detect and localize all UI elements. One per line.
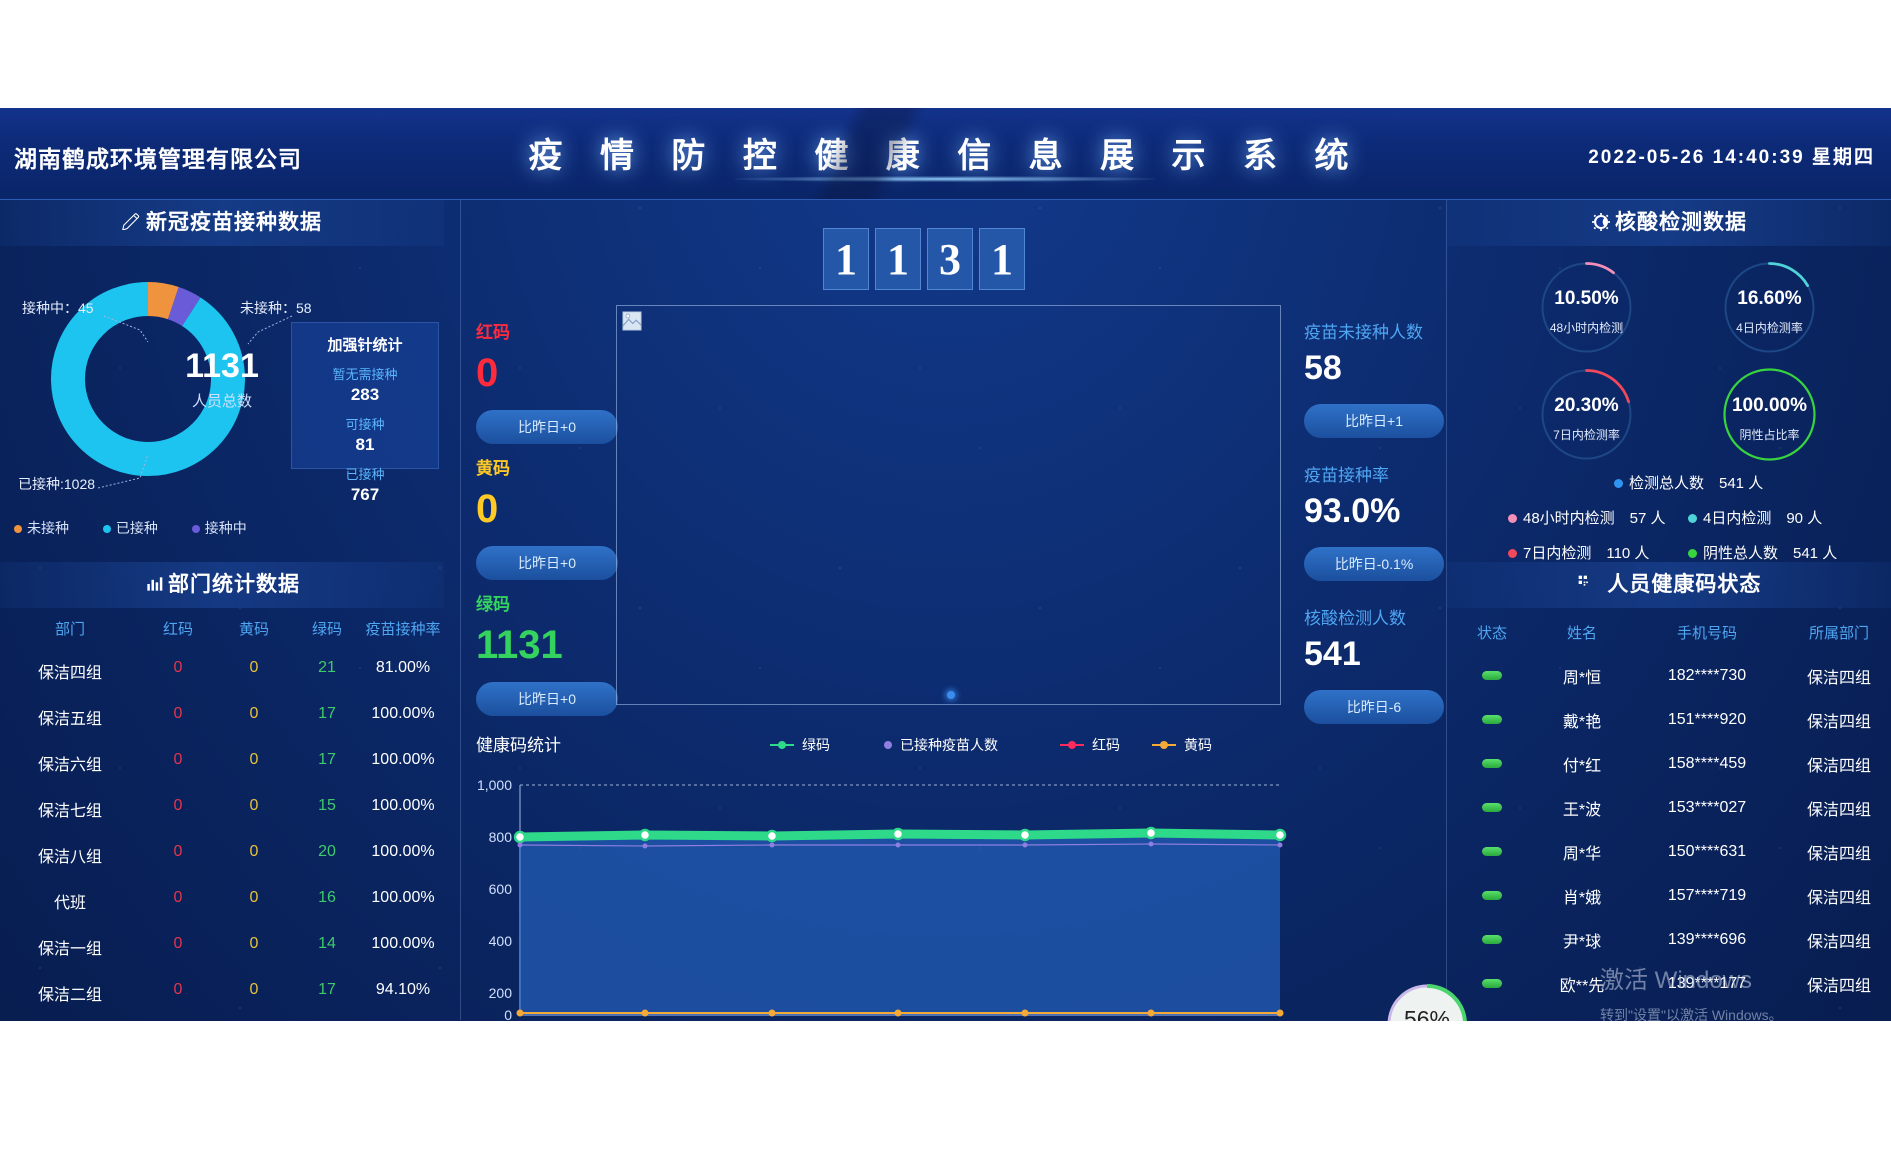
svg-text:400: 400 (489, 933, 513, 949)
svg-text:黄码: 黄码 (1184, 737, 1212, 753)
svg-text:红码: 红码 (1092, 737, 1120, 753)
svg-text:已接种疫苗人数: 已接种疫苗人数 (900, 737, 998, 753)
svg-text:600: 600 (489, 881, 513, 897)
svg-text:200: 200 (489, 985, 513, 1001)
svg-text:1,000: 1,000 (477, 777, 512, 793)
svg-text:800: 800 (489, 829, 513, 845)
svg-text:绿码: 绿码 (802, 737, 830, 753)
